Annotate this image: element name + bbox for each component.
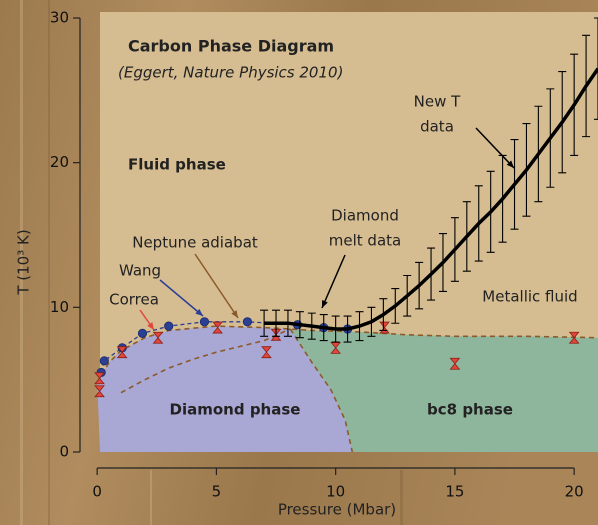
adiabat-line: [120, 328, 291, 394]
correa-point: [212, 321, 223, 334]
wang-point: [242, 317, 253, 327]
x-tick-label: 20: [565, 483, 584, 501]
y-axis-title: T (10³ K): [15, 229, 33, 295]
wang-point: [164, 321, 174, 331]
error-bar: [594, 17, 598, 120]
chart-title: Carbon Phase Diagram: [128, 37, 334, 56]
x-tick-label: 10: [326, 483, 345, 501]
y-tick-label: 30: [50, 9, 69, 27]
series-label: Wang: [119, 262, 161, 280]
series-label: Neptune adiabat: [132, 234, 258, 252]
y-tick-label: 10: [50, 298, 69, 316]
region-label: bc8 phase: [427, 401, 513, 419]
bc8-region: [290, 329, 598, 452]
boundary-line: [289, 328, 354, 453]
region-label: Metallic fluid: [482, 288, 577, 306]
diamond-region: [97, 326, 353, 452]
boundary-line: [96, 325, 598, 384]
y-tick-label: 20: [50, 153, 69, 171]
y-tick-label: 0: [59, 443, 69, 461]
series-label: Correa: [109, 291, 159, 309]
x-axis-title: Pressure (Mbar): [278, 501, 396, 519]
region-label: Fluid phase: [128, 156, 226, 174]
region-label: Diamond phase: [170, 401, 301, 419]
annotation: melt data: [329, 232, 401, 250]
annotation: Diamond: [331, 207, 399, 225]
correa-point: [261, 346, 272, 359]
x-tick-label: 5: [212, 483, 222, 501]
correa-point: [94, 385, 105, 398]
texture: [20, 0, 403, 525]
arrow: [159, 279, 204, 317]
arrow-head: [506, 160, 514, 168]
correa-point: [568, 331, 580, 344]
arrow-head: [195, 308, 203, 316]
arrow: [321, 254, 346, 309]
wang-point: [99, 356, 109, 366]
correa-point: [94, 372, 105, 385]
wang-line: [100, 321, 348, 373]
arrow-head: [322, 300, 328, 308]
correa-point: [449, 357, 461, 370]
temperature-line: [264, 67, 598, 331]
arrow-head: [231, 310, 238, 318]
arrow-head: [147, 322, 154, 330]
wang-point: [137, 328, 148, 338]
chart-subtitle: (Eggert, Nature Physics 2010): [118, 64, 343, 82]
x-tick-label: 15: [445, 483, 464, 501]
correa-point: [152, 331, 164, 344]
wang-point: [199, 317, 210, 327]
arrow: [194, 253, 239, 319]
plot-area: Fluid phase Metallic fluid Diamond phase bc…: [50, 9, 598, 501]
arrow: [475, 127, 515, 169]
annotation: data: [420, 118, 454, 136]
correa-point: [116, 346, 128, 359]
x-tick-label: 0: [92, 483, 102, 501]
annotation: New T: [414, 93, 461, 111]
